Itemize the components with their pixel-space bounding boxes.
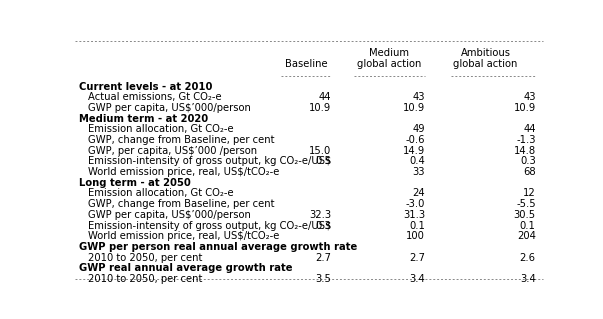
Text: Emission-intensity of gross output, kg CO₂-e/US$: Emission-intensity of gross output, kg C…	[87, 156, 331, 167]
Text: 0.1: 0.1	[520, 220, 535, 231]
Text: 3.4: 3.4	[409, 274, 425, 284]
Text: -5.5: -5.5	[516, 199, 535, 209]
Text: 33: 33	[412, 167, 425, 177]
Text: Emission allocation, Gt CO₂-e: Emission allocation, Gt CO₂-e	[87, 189, 233, 198]
Text: 30.5: 30.5	[514, 210, 535, 220]
Text: 3.4: 3.4	[520, 274, 535, 284]
Text: GWP, change from Baseline, per cent: GWP, change from Baseline, per cent	[87, 135, 274, 145]
Text: 15.0: 15.0	[309, 146, 332, 156]
Text: 0.5: 0.5	[315, 156, 332, 167]
Text: 10.9: 10.9	[513, 103, 535, 113]
Text: 0.4: 0.4	[409, 156, 425, 167]
Text: 43: 43	[412, 92, 425, 102]
Text: Medium term - at 2020: Medium term - at 2020	[79, 114, 208, 124]
Text: 10.9: 10.9	[403, 103, 425, 113]
Text: GWP per person real annual average growth rate: GWP per person real annual average growt…	[79, 242, 358, 252]
Text: 31.3: 31.3	[403, 210, 425, 220]
Text: 2010 to 2050, per cent: 2010 to 2050, per cent	[87, 253, 202, 263]
Text: GWP real annual average growth rate: GWP real annual average growth rate	[79, 263, 292, 273]
Text: World emission price, real, US$/tCO₂-e: World emission price, real, US$/tCO₂-e	[87, 167, 279, 177]
Text: World emission price, real, US$/tCO₂-e: World emission price, real, US$/tCO₂-e	[87, 231, 279, 241]
Text: Emission-intensity of gross output, kg CO₂-e/US$: Emission-intensity of gross output, kg C…	[87, 220, 331, 231]
Text: Current levels - at 2010: Current levels - at 2010	[79, 82, 212, 92]
Text: Actual emissions, Gt CO₂-e: Actual emissions, Gt CO₂-e	[87, 92, 221, 102]
Text: Long term - at 2050: Long term - at 2050	[79, 178, 191, 188]
Text: Medium: Medium	[370, 48, 409, 58]
Text: 2.7: 2.7	[409, 253, 425, 263]
Text: GWP per capita, US$’000/person: GWP per capita, US$’000/person	[87, 103, 250, 113]
Text: 68: 68	[523, 167, 535, 177]
Text: 2.7: 2.7	[315, 253, 332, 263]
Text: 14.9: 14.9	[403, 146, 425, 156]
Text: 14.8: 14.8	[514, 146, 535, 156]
Text: 43: 43	[523, 92, 535, 102]
Text: -3.0: -3.0	[406, 199, 425, 209]
Text: 44: 44	[319, 92, 332, 102]
Text: global action: global action	[453, 59, 518, 70]
Text: 2.6: 2.6	[520, 253, 535, 263]
Text: 2010 to 2050, per cent: 2010 to 2050, per cent	[87, 274, 202, 284]
Text: Baseline: Baseline	[285, 59, 327, 70]
Text: -0.6: -0.6	[405, 135, 425, 145]
Text: 3.5: 3.5	[315, 274, 332, 284]
Text: 12: 12	[523, 189, 535, 198]
Text: GWP per capita, US$’000/person: GWP per capita, US$’000/person	[87, 210, 250, 220]
Text: -1.3: -1.3	[516, 135, 535, 145]
Text: GWP, change from Baseline, per cent: GWP, change from Baseline, per cent	[87, 199, 274, 209]
Text: 204: 204	[517, 231, 535, 241]
Text: 0.1: 0.1	[409, 220, 425, 231]
Text: 44: 44	[523, 124, 535, 134]
Text: Ambitious: Ambitious	[461, 48, 511, 58]
Text: 32.3: 32.3	[309, 210, 332, 220]
Text: 49: 49	[412, 124, 425, 134]
Text: GWP, per capita, US$’000 /person: GWP, per capita, US$’000 /person	[87, 146, 257, 156]
Text: 100: 100	[406, 231, 425, 241]
Text: 0.3: 0.3	[316, 220, 332, 231]
Text: 24: 24	[412, 189, 425, 198]
Text: Emission allocation, Gt CO₂-e: Emission allocation, Gt CO₂-e	[87, 124, 233, 134]
Text: global action: global action	[357, 59, 421, 70]
Text: 0.3: 0.3	[520, 156, 535, 167]
Text: 10.9: 10.9	[309, 103, 332, 113]
